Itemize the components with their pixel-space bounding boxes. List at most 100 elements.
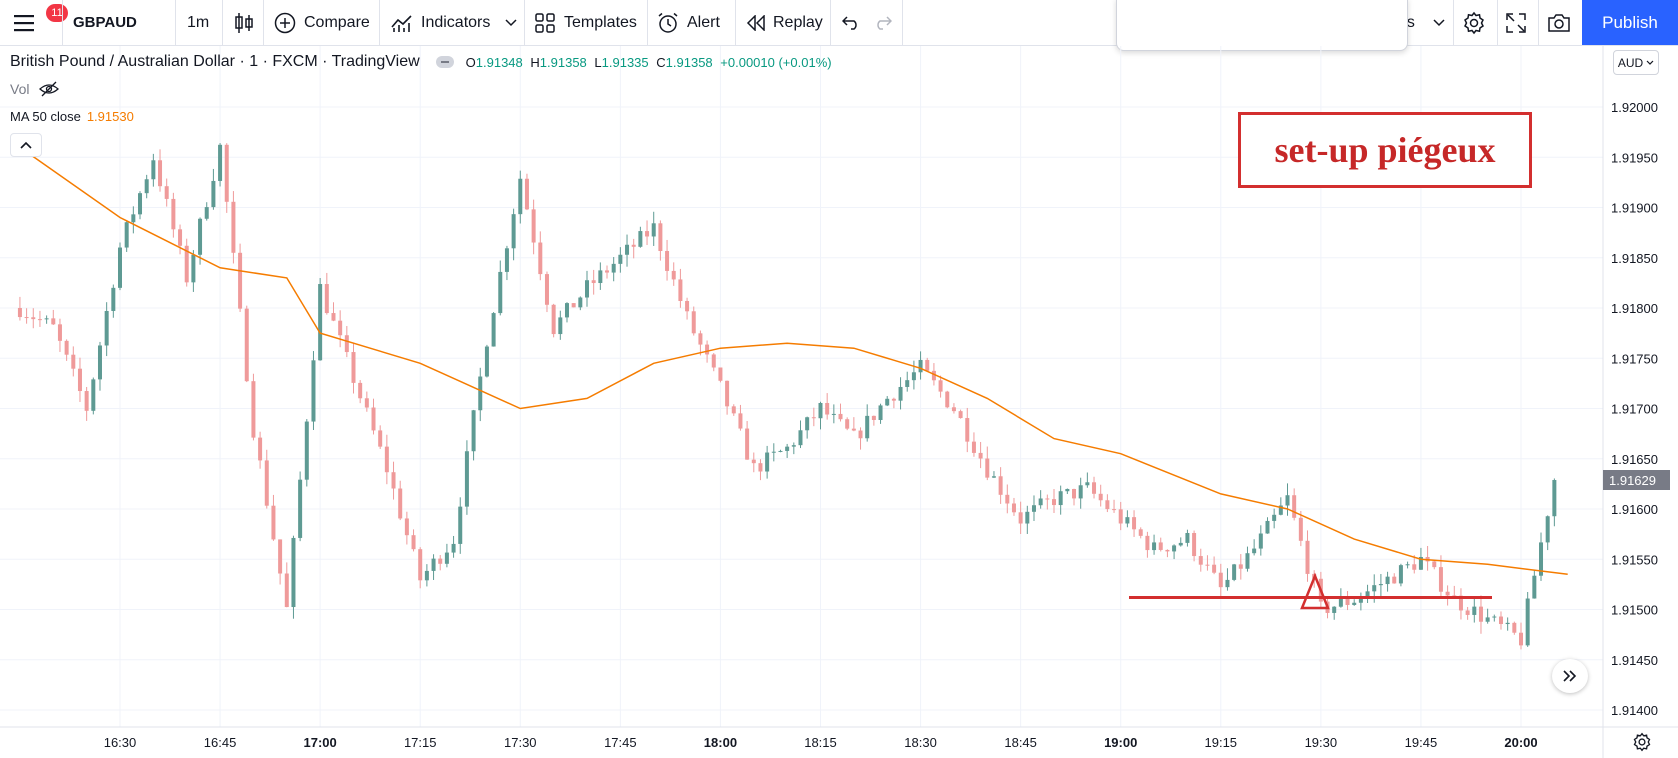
candle-down	[1198, 556, 1203, 565]
annotation-text-box[interactable]: set-up piégeux	[1238, 112, 1532, 188]
candle-up	[44, 318, 49, 320]
candle-up	[1545, 516, 1550, 543]
volume-label[interactable]: Vol	[10, 81, 30, 97]
candle-down	[711, 354, 716, 368]
candle-down	[698, 333, 703, 345]
interval-button[interactable]: 1m	[187, 13, 210, 31]
candle-down	[384, 446, 389, 473]
divider	[1453, 0, 1454, 45]
candle-up	[785, 446, 790, 451]
candle-down	[37, 319, 42, 321]
time-tick-label: 20:00	[1504, 735, 1537, 750]
indicators-button[interactable]: Indicators	[391, 0, 490, 45]
alert-button[interactable]: Alert	[657, 0, 720, 45]
candle-down	[51, 318, 56, 325]
fullscreen-icon	[1506, 12, 1526, 33]
candle-down	[184, 245, 189, 283]
divider	[222, 0, 223, 45]
chart-type-button[interactable]	[234, 0, 254, 45]
scroll-to-realtime-button[interactable]	[1552, 659, 1588, 693]
divider	[1497, 0, 1498, 45]
candle-down	[391, 472, 396, 489]
candle-up	[518, 178, 523, 215]
candle-down	[411, 535, 416, 550]
templates-button[interactable]: Templates	[535, 0, 637, 45]
candle-down	[1011, 503, 1016, 513]
candle-up	[124, 222, 129, 248]
candle-up	[625, 244, 630, 255]
candle-down	[998, 476, 1003, 495]
candle-up	[478, 376, 483, 411]
axis-settings-button[interactable]	[1632, 732, 1652, 757]
price-tick-label: 1.91400	[1611, 703, 1658, 718]
candle-up	[564, 303, 569, 318]
candle-down	[958, 411, 963, 419]
candle-up	[318, 284, 323, 361]
collapse-legend-button[interactable]	[10, 133, 42, 157]
candle-up	[91, 379, 96, 411]
candle-up	[511, 214, 516, 249]
candle-up	[1065, 488, 1070, 492]
eye-hidden-icon[interactable]	[39, 81, 60, 97]
candle-down	[404, 518, 409, 536]
currency-button[interactable]: AUD	[1613, 50, 1659, 75]
candle-down	[1465, 610, 1470, 615]
candle-down	[1018, 512, 1023, 524]
candle-down	[845, 419, 850, 429]
candle-up	[1272, 514, 1277, 521]
candle-up	[97, 345, 102, 380]
replay-button[interactable]: Replay	[746, 0, 823, 45]
divider	[647, 0, 648, 45]
candle-up	[198, 218, 203, 255]
undo-button[interactable]	[842, 0, 860, 45]
candle-down	[738, 413, 743, 429]
candle-up	[611, 263, 616, 273]
symbol-search-button[interactable]: GBPAUD	[73, 14, 137, 31]
candle-down	[1292, 495, 1297, 518]
candle-down	[938, 380, 943, 392]
timezone-dropdown[interactable]	[1433, 0, 1445, 45]
candle-down	[691, 311, 696, 334]
candle-up	[1332, 606, 1337, 613]
candle-down	[671, 270, 676, 280]
candle-up	[1352, 602, 1357, 605]
candle-down	[224, 144, 229, 202]
candle-down	[1205, 564, 1210, 566]
candle-up	[1492, 616, 1497, 618]
candle-up	[1265, 520, 1270, 534]
redo-button[interactable]	[874, 0, 892, 45]
candle-down	[1438, 567, 1443, 592]
high-key: H	[530, 54, 540, 70]
candle-up	[598, 270, 603, 284]
open-value: 1.91348	[475, 54, 523, 70]
indicators-dropdown[interactable]	[505, 0, 517, 45]
candle-down	[1478, 606, 1483, 622]
settings-button[interactable]	[1462, 0, 1486, 45]
candle-up	[151, 160, 156, 180]
candle-down	[164, 186, 169, 199]
candle-down	[324, 284, 329, 314]
snapshot-button[interactable]	[1547, 0, 1571, 45]
candle-up	[484, 346, 489, 377]
templates-icon	[535, 12, 555, 33]
compare-button[interactable]: Compare	[274, 0, 370, 45]
price-tick-label: 1.91850	[1611, 251, 1658, 266]
legend-title[interactable]: British Pound / Australian Dollar · 1 · …	[10, 53, 420, 70]
dropdown-popup	[1116, 0, 1408, 51]
candle-down	[1458, 595, 1463, 611]
fullscreen-button[interactable]	[1506, 0, 1526, 45]
publish-button[interactable]: Publish	[1582, 0, 1678, 45]
divider	[902, 0, 903, 45]
candle-down	[678, 279, 683, 301]
moving-average-series	[19, 146, 1568, 576]
candle-up	[878, 405, 883, 420]
alarm-clock-icon	[658, 12, 678, 33]
candle-down	[685, 300, 690, 312]
candle-down	[524, 178, 529, 210]
candle-up	[1378, 584, 1383, 586]
ma-label[interactable]: MA 50 close	[10, 109, 81, 124]
gear-icon	[1464, 11, 1484, 34]
indicators-label: Indicators	[421, 13, 491, 31]
candle-down	[158, 160, 163, 187]
